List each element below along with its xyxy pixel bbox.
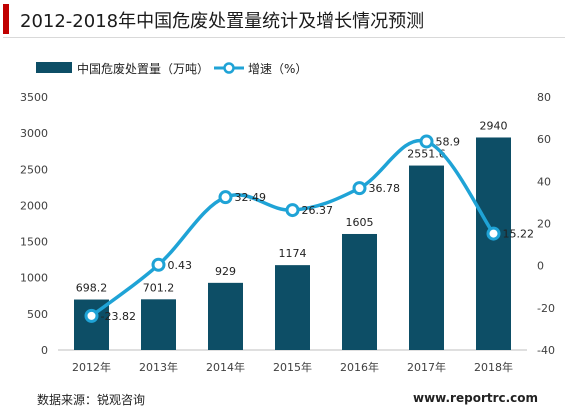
y-left-tick-label: 1000 [20,272,48,285]
bar [342,233,377,350]
bar [476,137,511,350]
title-accent-bar [3,4,9,34]
bar [208,282,243,350]
y-right-tick-label: 20 [537,218,551,231]
x-tick-label: 2016年 [340,360,379,374]
x-tick-label: 2012年 [72,360,111,374]
bar-value-label: 2940 [480,119,508,132]
legend-line-marker [223,62,235,74]
x-tick-label: 2014年 [206,360,245,374]
data-source: 数据来源：锐观咨询 [37,393,146,407]
source-url: www.reportrc.com [413,391,539,405]
legend-bar-label: 中国危废处置量（万吨） [77,61,209,76]
bar-value-label: 698.2 [76,282,108,295]
chart-title: 2012-2018年中国危废处置量统计及增长情况预测 [20,11,425,32]
line-point [285,203,300,218]
y-right-tick-label: 0 [537,260,544,273]
line-value-label: -23.82 [101,310,136,323]
y-left-tick-label: 0 [41,344,48,357]
y-left-tick-label: 3000 [20,127,48,140]
x-tick-label: 2013年 [139,360,178,374]
bar [141,299,176,350]
bar-value-label: 929 [215,265,236,278]
legend-line-label: 增速（%） [248,62,307,76]
line-series: -23.82 0.43 32.49 26.37 36.78 58.9 15.22 [84,134,535,323]
y-left-tick-label: 2000 [20,199,48,212]
y-left-tick-label: 500 [27,308,48,321]
x-tick-label: 2018年 [474,360,513,374]
bar [409,165,444,350]
y-left-tick-label: 2500 [20,163,48,176]
bar-value-label: 2551.6 [407,148,446,161]
line-value-label: 15.22 [503,228,535,241]
bar [275,265,310,350]
bar-value-label: 701.2 [143,281,175,294]
line-value-label: 36.78 [369,182,401,195]
line-point [486,226,501,241]
axes: 0 500 1000 1500 2000 2500 3000 3500 -40 -20 0 20 40 6… [20,91,555,374]
line-point [151,257,166,272]
line-value-label: 0.43 [168,259,193,272]
line-value-label: 26.37 [302,204,334,217]
legend-bar-swatch [36,62,72,73]
bar-value-label: 1174 [279,247,307,260]
legend: 中国危废处置量（万吨） 增速（%） [36,61,307,76]
y-right-tick-label: -40 [537,344,555,357]
line-point [419,134,434,149]
y-left-tick-label: 3500 [20,91,48,104]
bar-series: 698.2 701.2 929 1174 1605 2551.6 2940 [74,119,511,350]
line-value-label: 58.9 [436,135,461,148]
x-tick-label: 2017年 [407,360,446,374]
x-tick-label: 2015年 [273,360,312,374]
y-right-tick-label: 60 [537,133,551,146]
y-left-tick-label: 1500 [20,236,48,249]
line-value-label: 32.49 [235,191,267,204]
y-right-tick-label: 80 [537,91,551,104]
bar-value-label: 1605 [346,216,374,229]
line-point [352,181,367,196]
line-point [84,308,99,323]
y-right-tick-label: 40 [537,175,551,188]
line-point [218,190,233,205]
title-divider [3,37,565,38]
y-right-tick-label: -20 [537,302,555,315]
